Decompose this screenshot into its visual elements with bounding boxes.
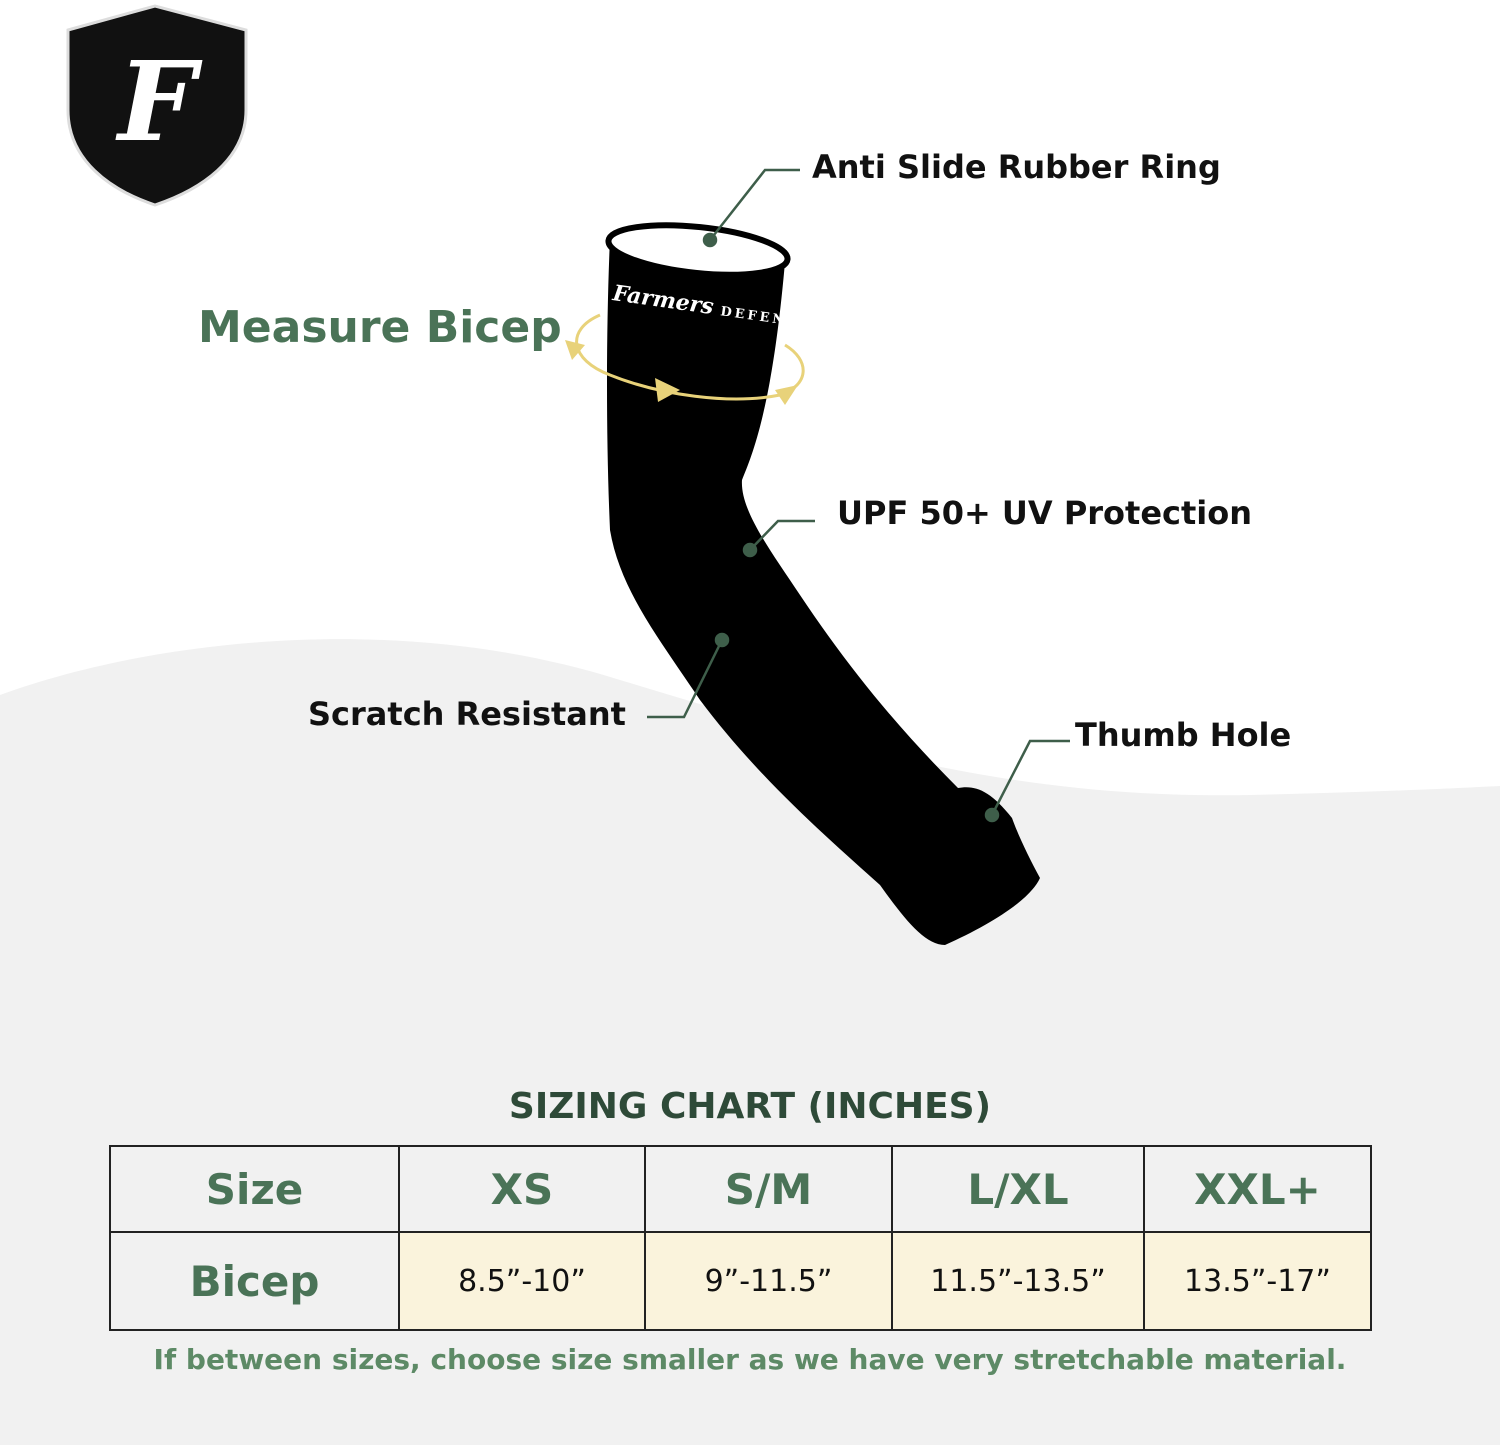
bicep-cell: 13.5”-17”	[1143, 1231, 1372, 1331]
callout-lines	[647, 168, 1070, 823]
size-cell: L/XL	[891, 1145, 1145, 1233]
bicep-cell: 8.5”-10”	[398, 1231, 646, 1331]
svg-text:F: F	[115, 37, 203, 166]
bicep-header: Bicep	[109, 1231, 400, 1331]
upf-label: UPF 50+ UV Protection	[837, 494, 1253, 532]
bicep-cell: 11.5”-13.5”	[891, 1231, 1145, 1331]
bicep-row: Bicep 8.5”-10” 9”-11.5” 11.5”-13.5” 13.5…	[109, 1231, 1372, 1331]
sizing-note: If between sizes, choose size smaller as…	[153, 1343, 1347, 1376]
sizing-table: Size XS S/M L/XL XXL+ Bicep 8.5”-10” 9”-…	[109, 1145, 1372, 1331]
size-cell: XS	[398, 1145, 646, 1233]
measure-arrow-icon	[565, 313, 805, 405]
bicep-cell: 9”-11.5”	[644, 1231, 893, 1331]
size-cell: XXL+	[1143, 1145, 1372, 1233]
thumb-hole-label: Thumb Hole	[1075, 716, 1292, 754]
shield-logo: F	[66, 4, 248, 207]
measure-bicep-label: Measure Bicep	[198, 302, 562, 353]
size-cell: S/M	[644, 1145, 893, 1233]
sizing-chart-title: SIZING CHART (INCHES)	[508, 1086, 992, 1127]
arm-sleeve: Farmers DEFENSE	[605, 222, 1040, 945]
scratch-resistant-label: Scratch Resistant	[308, 695, 626, 733]
size-header: Size	[109, 1145, 400, 1233]
anti-slide-label: Anti Slide Rubber Ring	[812, 148, 1221, 186]
size-row: Size XS S/M L/XL XXL+	[109, 1145, 1372, 1233]
